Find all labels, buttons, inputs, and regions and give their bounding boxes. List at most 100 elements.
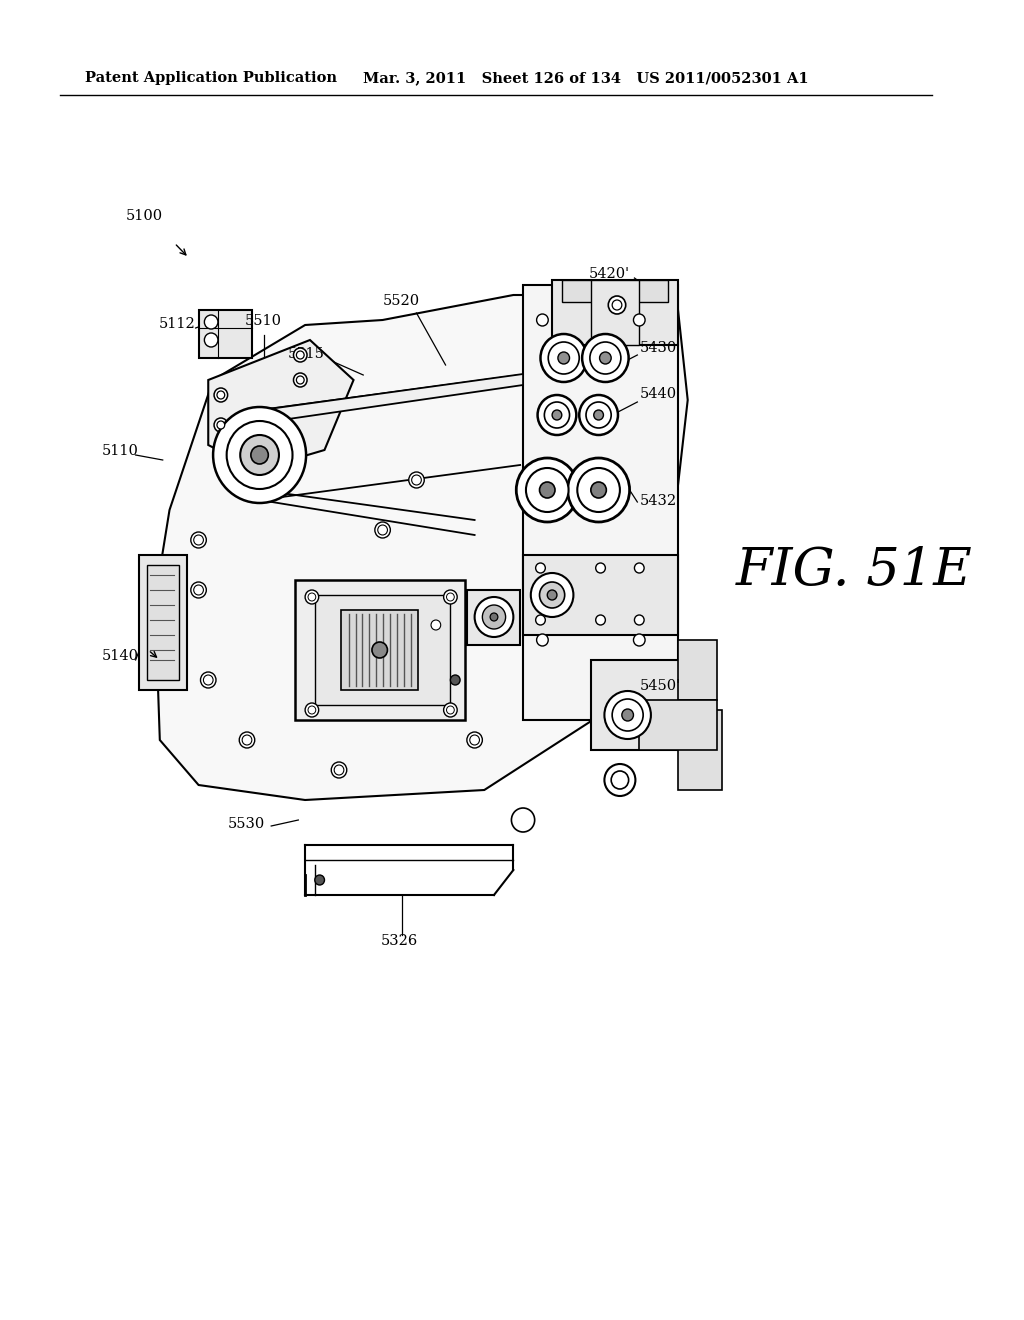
Circle shape [586, 403, 611, 428]
Circle shape [474, 597, 513, 638]
Bar [639, 700, 717, 750]
Circle shape [308, 593, 315, 601]
Circle shape [217, 421, 224, 429]
Circle shape [443, 704, 457, 717]
Text: 5440': 5440' [639, 387, 680, 401]
Circle shape [443, 590, 457, 605]
Bar [199, 310, 252, 358]
Circle shape [194, 585, 204, 595]
Circle shape [591, 482, 606, 498]
Circle shape [204, 675, 213, 685]
Circle shape [596, 564, 605, 573]
Circle shape [412, 475, 421, 484]
Circle shape [516, 458, 579, 521]
Circle shape [526, 469, 568, 512]
Text: 5430': 5430' [639, 341, 681, 355]
Circle shape [233, 438, 247, 451]
Polygon shape [155, 294, 688, 800]
Circle shape [608, 296, 626, 314]
Text: 5140: 5140 [101, 649, 138, 663]
Circle shape [537, 634, 548, 645]
Text: 5326: 5326 [381, 935, 418, 948]
Circle shape [540, 482, 555, 498]
Circle shape [537, 314, 548, 326]
Circle shape [431, 620, 440, 630]
Text: 5520: 5520 [383, 294, 420, 308]
Text: 5530: 5530 [227, 817, 265, 832]
Circle shape [578, 469, 620, 512]
Circle shape [635, 564, 644, 573]
Circle shape [378, 525, 387, 535]
Circle shape [594, 411, 603, 420]
Circle shape [375, 521, 390, 539]
Circle shape [596, 615, 605, 624]
Circle shape [294, 348, 307, 362]
Circle shape [251, 446, 268, 465]
Circle shape [590, 342, 621, 374]
Circle shape [622, 709, 634, 721]
Circle shape [547, 590, 557, 601]
Circle shape [190, 532, 206, 548]
Circle shape [552, 411, 562, 420]
Text: Mar. 3, 2011   Sheet 126 of 134   US 2011/0052301 A1: Mar. 3, 2011 Sheet 126 of 134 US 2011/00… [364, 71, 809, 84]
Circle shape [540, 582, 564, 609]
Circle shape [446, 593, 455, 601]
Circle shape [190, 582, 206, 598]
Text: 5112: 5112 [159, 317, 196, 331]
Circle shape [305, 590, 318, 605]
Text: 5100: 5100 [126, 209, 163, 223]
Circle shape [372, 642, 387, 657]
Circle shape [314, 875, 325, 884]
Circle shape [194, 535, 204, 545]
Circle shape [213, 407, 306, 503]
Text: 5420': 5420' [589, 267, 630, 281]
Bar [591, 660, 688, 750]
Circle shape [214, 418, 227, 432]
Circle shape [409, 473, 424, 488]
Bar [341, 610, 419, 690]
Circle shape [567, 458, 630, 521]
Circle shape [604, 690, 651, 739]
Circle shape [296, 376, 304, 384]
Circle shape [582, 334, 629, 381]
Circle shape [296, 351, 304, 359]
Polygon shape [208, 341, 353, 470]
Circle shape [580, 395, 617, 436]
Circle shape [334, 766, 344, 775]
Circle shape [604, 764, 636, 796]
Circle shape [467, 733, 482, 748]
Bar [678, 640, 717, 700]
Text: 5515: 5515 [288, 347, 325, 360]
Text: 5450': 5450' [639, 678, 680, 693]
Text: Patent Application Publication: Patent Application Publication [85, 71, 337, 84]
Circle shape [541, 334, 587, 381]
Circle shape [446, 706, 455, 714]
Circle shape [548, 342, 580, 374]
Text: 5110: 5110 [101, 444, 138, 458]
Circle shape [331, 762, 347, 777]
Circle shape [536, 564, 546, 573]
Circle shape [205, 315, 218, 329]
Circle shape [451, 675, 460, 685]
Circle shape [558, 352, 569, 364]
Circle shape [538, 395, 577, 436]
Circle shape [205, 333, 218, 347]
Bar [678, 710, 722, 789]
Circle shape [545, 403, 569, 428]
Bar [523, 285, 678, 719]
Circle shape [612, 300, 622, 310]
Circle shape [490, 612, 498, 620]
Bar [296, 579, 465, 719]
Circle shape [482, 605, 506, 630]
Circle shape [237, 441, 244, 449]
Circle shape [635, 615, 644, 624]
Circle shape [242, 735, 252, 744]
Circle shape [634, 314, 645, 326]
Circle shape [214, 388, 227, 403]
Text: FIG. 51E: FIG. 51E [736, 544, 973, 595]
Polygon shape [247, 374, 523, 425]
Circle shape [240, 733, 255, 748]
Bar [147, 565, 179, 680]
Circle shape [308, 706, 315, 714]
Circle shape [294, 374, 307, 387]
